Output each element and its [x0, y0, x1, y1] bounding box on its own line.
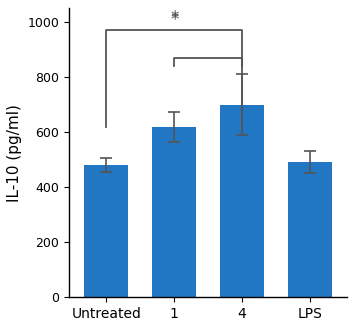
Bar: [288, 162, 332, 297]
Bar: [220, 105, 264, 297]
Bar: [152, 127, 196, 297]
Y-axis label: IL-10 (pg/ml): IL-10 (pg/ml): [7, 104, 22, 202]
Text: *: *: [170, 11, 178, 29]
Text: *: *: [170, 10, 178, 28]
Bar: [84, 165, 129, 297]
